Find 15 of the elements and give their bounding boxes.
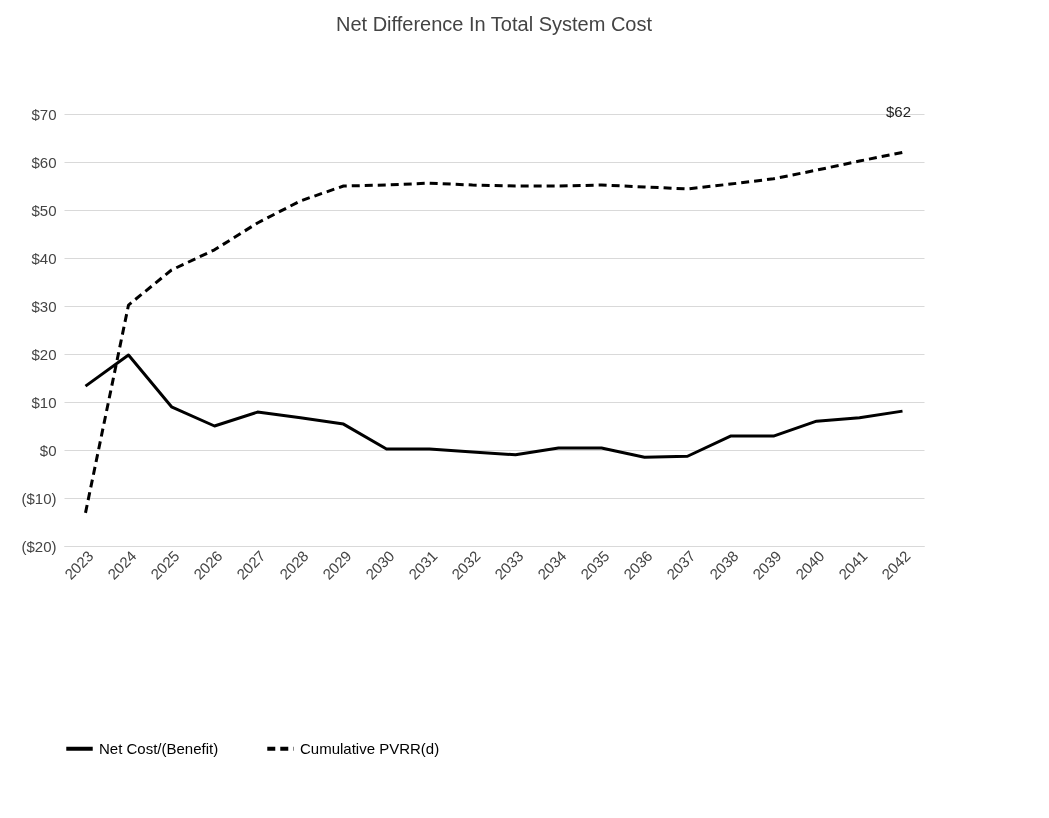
- y-tick-label: ($20): [21, 537, 57, 555]
- y-tick-label: $40: [31, 249, 57, 267]
- y-tick-label: $30: [31, 297, 57, 315]
- chart-title: Net Difference In Total System Cost: [335, 13, 653, 36]
- y-tick-label: $0: [39, 441, 57, 459]
- y-tick-label: $20: [31, 345, 57, 363]
- legend-label: Cumulative PVRR(d): [300, 739, 440, 757]
- y-tick-label: $10: [31, 393, 57, 411]
- y-tick-label: $60: [31, 153, 57, 171]
- legend-label: Net Cost/(Benefit): [99, 739, 219, 757]
- line-series: [84, 150, 904, 515]
- y-tick-label: $70: [31, 105, 57, 123]
- y-tick-label: $50: [31, 201, 57, 219]
- annotation: $62: [885, 103, 912, 121]
- y-tick-label: ($10): [21, 489, 57, 507]
